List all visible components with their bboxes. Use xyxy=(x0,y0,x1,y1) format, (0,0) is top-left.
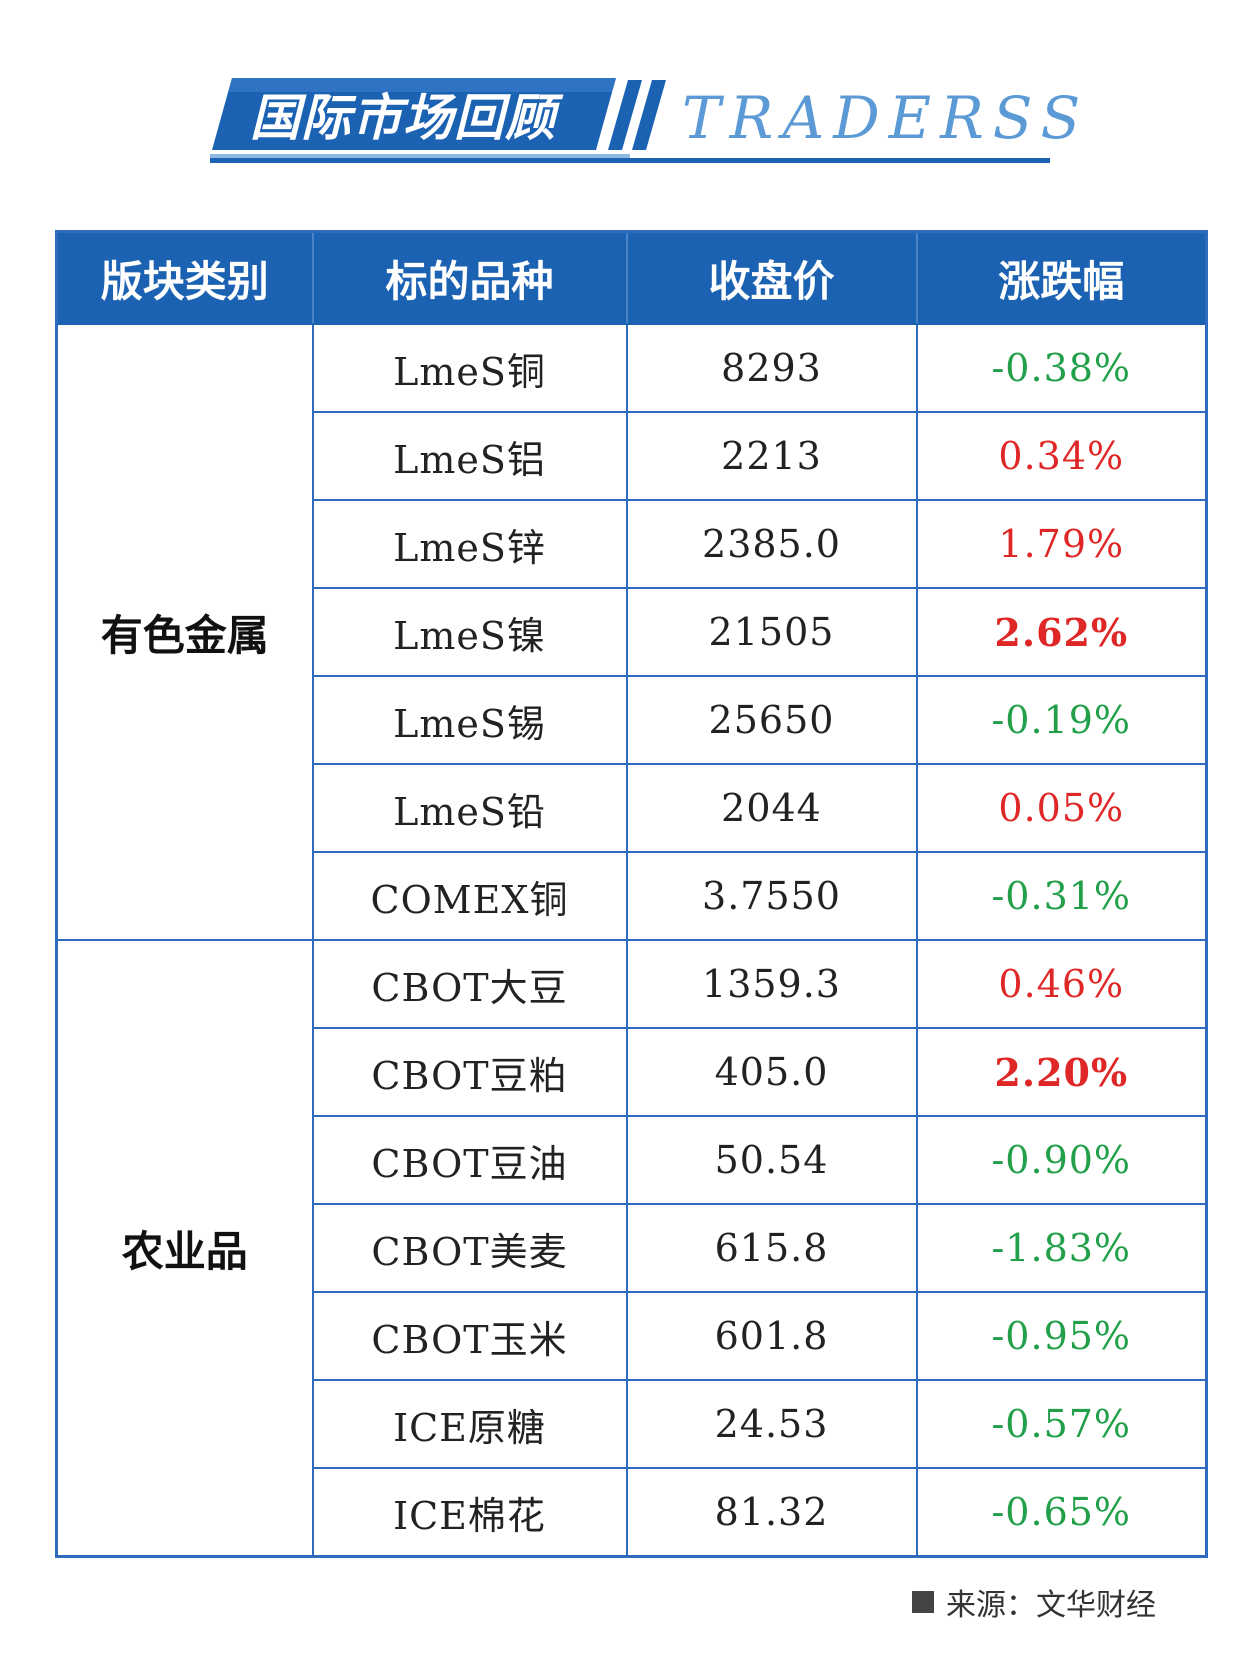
table-row: LmeS铝 2213 0.34% xyxy=(57,411,1208,501)
table-row: 有色金属 LmeS铜 8293 -0.38% xyxy=(55,323,1208,941)
price-cell: 8293 xyxy=(625,323,918,413)
change-cell: 2.62% xyxy=(915,587,1208,677)
instrument-cell: ICE原糖 xyxy=(311,1379,628,1469)
price-cell: 2044 xyxy=(625,763,918,853)
instrument-cell: CBOT玉米 xyxy=(311,1291,628,1381)
table-body: 有色金属 LmeS铜 8293 -0.38% LmeS铝 2213 0.34% LmeS锌 23… xyxy=(55,323,1208,1558)
table-row: LmeS锡 25650 -0.19% xyxy=(57,675,1208,765)
price-cell: 3.7550 xyxy=(625,851,918,941)
table-row: COMEX铜 3.7550 -0.31% xyxy=(57,851,1208,941)
banner-slash-1 xyxy=(608,80,642,150)
instrument-cell: CBOT豆粕 xyxy=(311,1027,628,1117)
instrument-cell: CBOT大豆 xyxy=(311,939,628,1029)
header-instrument: 标的品种 xyxy=(311,230,628,325)
instrument-cell: LmeS铝 xyxy=(311,411,628,501)
table-row: LmeS镍 21505 2.62% xyxy=(57,587,1208,677)
source-note: 来源：文华财经 xyxy=(912,1582,1156,1623)
banner-title-block xyxy=(212,78,616,150)
price-cell: 50.54 xyxy=(625,1115,918,1205)
instrument-cell: COMEX铜 xyxy=(311,851,628,941)
table-header-row: 版块类别 标的品种 收盘价 涨跌幅 xyxy=(55,230,1208,325)
instrument-cell: CBOT豆油 xyxy=(311,1115,628,1205)
change-cell: 0.34% xyxy=(915,411,1208,501)
change-cell: -0.90% xyxy=(915,1115,1208,1205)
change-cell: -0.65% xyxy=(915,1467,1208,1558)
table-row: CBOT玉米 601.8 -0.95% xyxy=(57,1291,1208,1381)
header-banner: 国际市场回顾 TRADERSS xyxy=(0,0,1242,190)
source-text: 来源：文华财经 xyxy=(946,1588,1156,1623)
change-cell: 0.46% xyxy=(915,939,1208,1029)
banner-underline-accent xyxy=(210,154,630,158)
instrument-cell: LmeS铅 xyxy=(311,763,628,853)
change-cell: -0.95% xyxy=(915,1291,1208,1381)
banner-title: 国际市场回顾 xyxy=(250,89,556,147)
change-cell: -0.31% xyxy=(915,851,1208,941)
price-cell: 1359.3 xyxy=(625,939,918,1029)
price-cell: 21505 xyxy=(625,587,918,677)
header-category: 版块类别 xyxy=(55,230,314,325)
change-cell: -0.38% xyxy=(915,323,1208,413)
change-cell: 1.79% xyxy=(915,499,1208,589)
price-cell: 615.8 xyxy=(625,1203,918,1293)
price-cell: 24.53 xyxy=(625,1379,918,1469)
price-cell: 405.0 xyxy=(625,1027,918,1117)
banner-slash-2 xyxy=(632,80,666,150)
change-cell: -1.83% xyxy=(915,1203,1208,1293)
instrument-cell: ICE棉花 xyxy=(311,1467,628,1558)
market-table-container: 版块类别 标的品种 收盘价 涨跌幅 有色金属 LmeS铜 8293 -0.38% Lme… xyxy=(55,230,1208,1558)
header-change-pct: 涨跌幅 xyxy=(915,230,1208,325)
table-row: LmeS铅 2044 0.05% xyxy=(57,763,1208,853)
instrument-cell: CBOT美麦 xyxy=(311,1203,628,1293)
table-row: ICE棉花 81.32 -0.65% xyxy=(57,1467,1208,1558)
banner-highlight xyxy=(229,78,616,92)
change-cell: 0.05% xyxy=(915,763,1208,853)
header-close-price: 收盘价 xyxy=(625,230,918,325)
instrument-cell: LmeS锌 xyxy=(311,499,628,589)
square-bullet-icon xyxy=(912,1591,934,1613)
category-cell: 农业品 xyxy=(55,939,314,1558)
price-cell: 81.32 xyxy=(625,1467,918,1558)
banner-graphic xyxy=(210,78,1050,163)
table-row: CBOT美麦 615.8 -1.83% xyxy=(57,1203,1208,1293)
table-row: ICE原糖 24.53 -0.57% xyxy=(57,1379,1208,1469)
instrument-cell: LmeS锡 xyxy=(311,675,628,765)
change-cell: -0.57% xyxy=(915,1379,1208,1469)
table-row: CBOT豆油 50.54 -0.90% xyxy=(57,1115,1208,1205)
price-cell: 2385.0 xyxy=(625,499,918,589)
banner-underline xyxy=(210,158,1050,163)
instrument-cell: LmeS镍 xyxy=(311,587,628,677)
table-row: CBOT豆粕 405.0 2.20% xyxy=(57,1027,1208,1117)
table-row: LmeS锌 2385.0 1.79% xyxy=(57,499,1208,589)
change-cell: -0.19% xyxy=(915,675,1208,765)
change-cell: 2.20% xyxy=(915,1027,1208,1117)
market-table: 版块类别 标的品种 收盘价 涨跌幅 有色金属 LmeS铜 8293 -0.38% Lme… xyxy=(55,230,1208,1558)
price-cell: 2213 xyxy=(625,411,918,501)
instrument-cell: LmeS铜 xyxy=(311,323,628,413)
table-row: 农业品 CBOT大豆 1359.3 0.46% xyxy=(55,939,1208,1558)
price-cell: 601.8 xyxy=(625,1291,918,1381)
price-cell: 25650 xyxy=(625,675,918,765)
banner-brand: TRADERSS xyxy=(682,84,1090,152)
category-cell: 有色金属 xyxy=(55,323,314,941)
